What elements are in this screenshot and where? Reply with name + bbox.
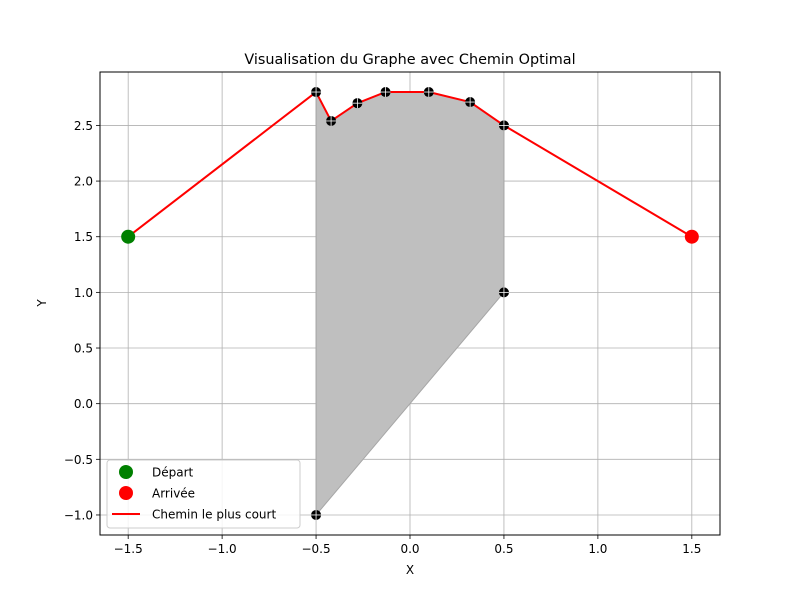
x-tick-label-4: 0.5 <box>494 542 513 556</box>
graph-node-3 <box>380 87 391 98</box>
graph-node-7 <box>498 287 509 298</box>
x-tick-label-1: −1.0 <box>208 542 237 556</box>
legend-marker-arrivee <box>119 486 133 500</box>
endpoint-layer <box>121 229 699 244</box>
nodes-layer <box>311 87 509 520</box>
legend-label-depart: Départ <box>152 466 194 480</box>
chart-title: Visualisation du Graphe avec Chemin Opti… <box>244 52 575 68</box>
graph-node-8 <box>311 509 322 520</box>
graph-node-5 <box>465 97 476 108</box>
graph-node-1 <box>326 115 337 126</box>
y-axis-ticks: −1.0 −0.5 0.0 0.5 1.0 1.5 2.0 2.5 <box>64 119 100 522</box>
y-tick-label-0: −1.0 <box>64 508 93 522</box>
x-tick-label-6: 1.5 <box>682 542 701 556</box>
y-tick-label-4: 1.0 <box>74 286 93 300</box>
x-axis-ticks: −1.5 −1.0 −0.5 0.0 0.5 1.0 1.5 <box>114 535 701 556</box>
end-point-0 <box>684 229 699 244</box>
y-tick-label-7: 2.5 <box>74 119 93 133</box>
y-axis-label: Y <box>35 299 49 308</box>
graph-node-4 <box>423 87 434 98</box>
start-point-0 <box>121 229 136 244</box>
graph-node-2 <box>352 98 363 109</box>
x-tick-label-5: 1.0 <box>588 542 607 556</box>
x-tick-label-2: −0.5 <box>301 542 330 556</box>
y-tick-label-5: 1.5 <box>74 230 93 244</box>
x-tick-label-0: −1.5 <box>114 542 143 556</box>
legend-marker-depart <box>119 465 133 479</box>
y-tick-label-6: 2.0 <box>74 175 93 189</box>
graph-node-6 <box>498 120 509 131</box>
legend: Départ Arrivée Chemin le plus court <box>106 459 301 529</box>
x-tick-label-3: 0.0 <box>400 542 419 556</box>
legend-label-arrivee: Arrivée <box>152 487 195 501</box>
y-tick-label-1: −0.5 <box>64 453 93 467</box>
graph-node-0 <box>311 87 322 98</box>
y-tick-label-3: 0.5 <box>74 342 93 356</box>
y-tick-label-2: 0.0 <box>74 397 93 411</box>
x-axis-label: X <box>406 563 414 577</box>
legend-label-chemin: Chemin le plus court <box>152 508 276 522</box>
legend-box <box>106 459 301 529</box>
